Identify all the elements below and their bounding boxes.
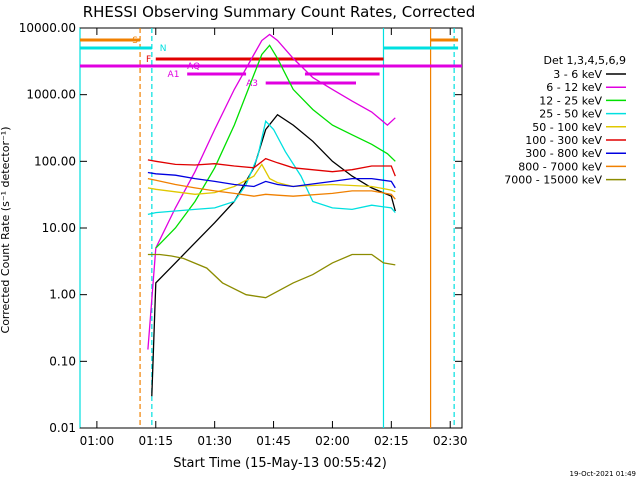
series-line-1 [147, 33, 396, 350]
series-line-2 [155, 44, 396, 249]
series-line-3 [147, 119, 396, 216]
legend-label-8: 7000 - 15000 keV [504, 174, 602, 187]
flag-label-S: S [132, 36, 138, 46]
flag-label-F: F [146, 55, 151, 65]
flag-label-A1: A1 [168, 70, 180, 80]
x-tick-label-2: 01:30 [197, 434, 232, 448]
series-line-6 [147, 171, 396, 189]
y-tick-label-6: 10000.00 [19, 21, 76, 35]
series-line-8 [147, 253, 396, 299]
x-tick-label-0: 01:00 [80, 434, 115, 448]
legend-label-7: 800 - 7000 keV [518, 160, 602, 173]
x-axis-ticks: 01:00 01:15 01:30 01:45 02:00 02:15 02:30 [80, 28, 468, 448]
footer-timestamp: 19-Oct-2021 01:49 [570, 470, 636, 478]
series-line-7 [147, 177, 396, 200]
legend-label-3: 25 - 50 keV [539, 108, 602, 121]
series-line-0 [151, 113, 396, 397]
series-line-5 [147, 157, 396, 177]
x-tick-label-1: 01:15 [138, 434, 173, 448]
x-tick-label-4: 02:00 [315, 434, 350, 448]
y-tick-label-3: 10.00 [42, 221, 76, 235]
x-axis-label: Start Time (15-May-13 00:55:42) [173, 456, 387, 471]
legend-label-2: 12 - 25 keV [539, 94, 602, 107]
y-axis-ticks: 0.01 0.10 1.00 10.00 100.00 1000.00 10000.00 [19, 21, 462, 435]
plot-frame [79, 27, 463, 429]
flag-label-A3: A3 [246, 79, 258, 89]
series-line-4 [147, 163, 396, 195]
x-tick-label-3: 01:45 [256, 434, 291, 448]
legend-label-5: 100 - 300 keV [525, 134, 602, 147]
legend-label-0: 3 - 6 keV [553, 68, 602, 81]
y-tick-label-5: 1000.00 [26, 88, 76, 102]
chart-title: RHESSI Observing Summary Count Rates, Co… [83, 3, 476, 21]
y-axis-label: Corrected Count Rate (s⁻¹ detector⁻¹) [0, 127, 12, 334]
y-tick-label-4: 100.00 [34, 154, 76, 168]
y-tick-label-0: 0.01 [49, 421, 76, 435]
y-tick-label-2: 1.00 [49, 288, 76, 302]
flag-label-AQ: AQ [187, 62, 200, 72]
legend-title: Det 1,3,4,5,6,9 [543, 54, 626, 67]
plot-area: S NF AQ A1 A3 [79, 27, 463, 429]
x-tick-label-6: 02:30 [433, 434, 468, 448]
legend-label-1: 6 - 12 keV [546, 81, 602, 94]
x-tick-label-5: 02:15 [374, 434, 409, 448]
y-tick-label-1: 0.10 [49, 354, 76, 368]
legend-label-6: 300 - 800 keV [525, 147, 602, 160]
legend-label-4: 50 - 100 keV [532, 121, 602, 134]
flag-label-N: N [160, 44, 167, 54]
